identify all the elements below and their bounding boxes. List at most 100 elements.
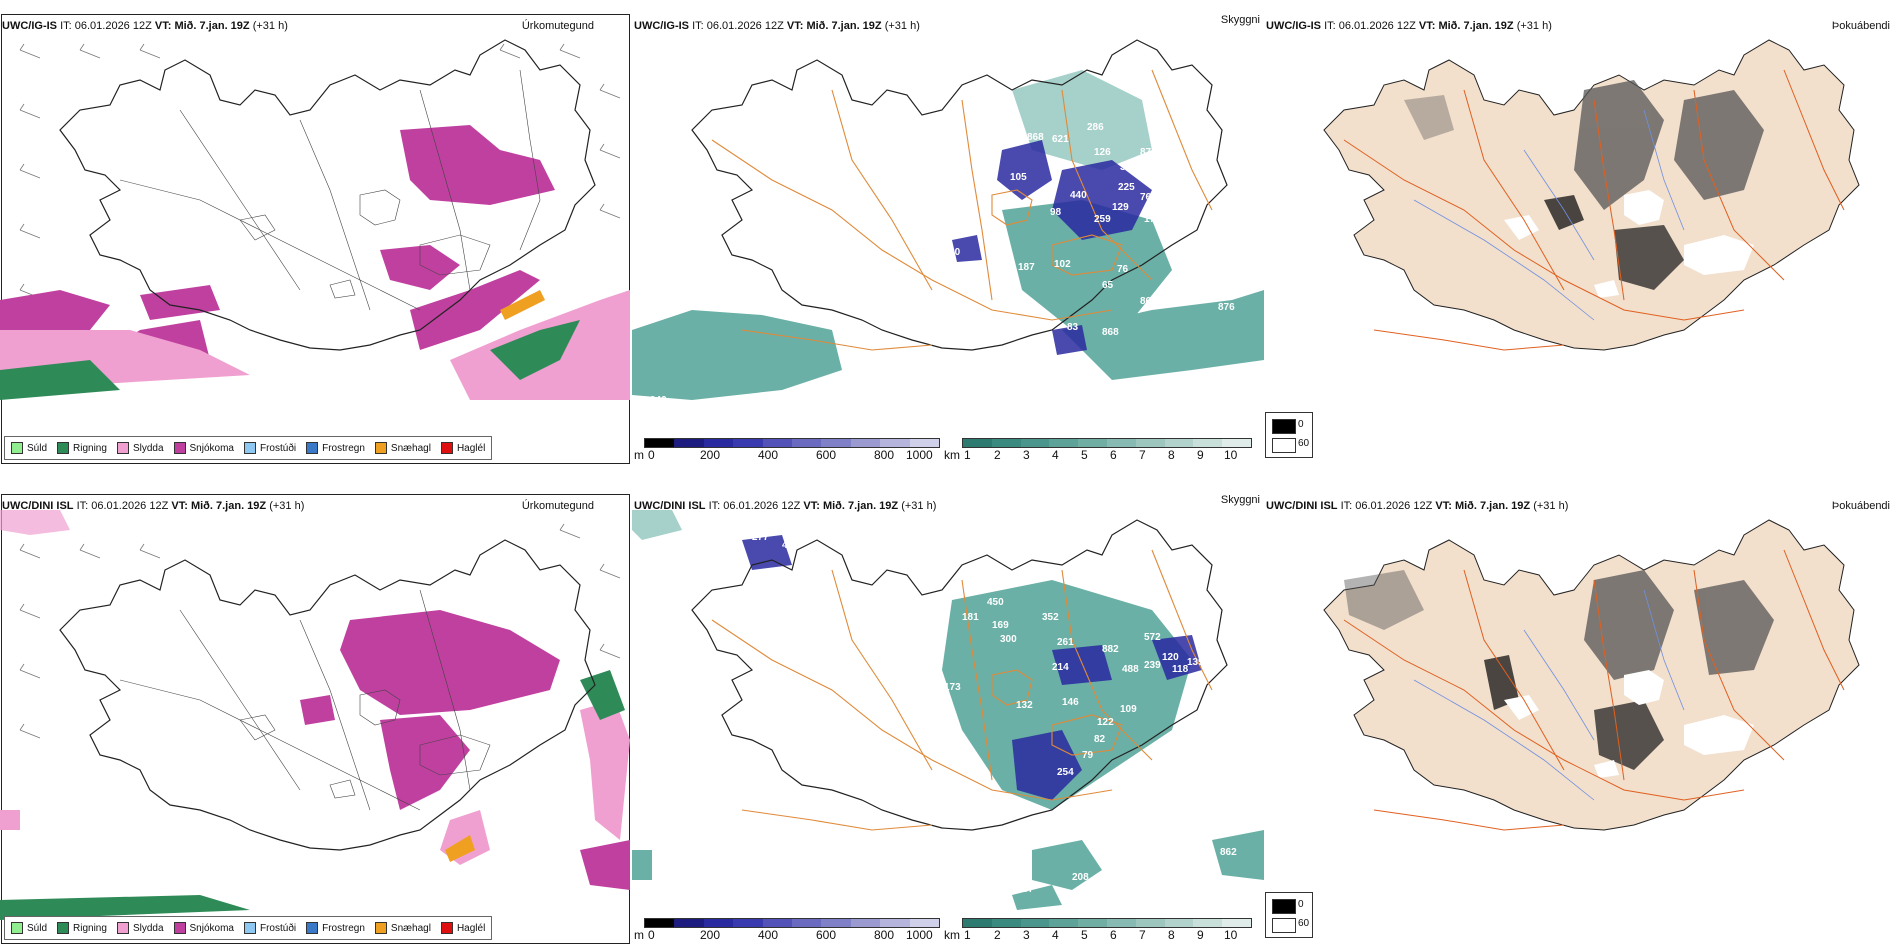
cloud-label: 214 bbox=[1052, 662, 1069, 673]
cloud-label: 352 bbox=[1042, 612, 1059, 623]
issue-time: 06.01.2026 12Z bbox=[706, 20, 784, 32]
cloud-label: 98 bbox=[1050, 207, 1062, 218]
cloud-label: 169 bbox=[992, 620, 1009, 631]
cloud-label: 488 bbox=[1122, 664, 1139, 675]
panel-type-label: Úrkomutegund bbox=[521, 20, 594, 32]
cloud-label: 862 bbox=[1220, 847, 1237, 858]
cloud-label: 120 bbox=[1162, 652, 1179, 663]
visibility-color bbox=[1106, 439, 1136, 447]
panel-title: UWC/IG-IS IT: 06.01.2026 12Z VT: Mið. 7.… bbox=[1266, 20, 1552, 32]
clouds-panel-bottom: UWC/DINI ISL IT: 06.01.2026 12Z VT: Mið.… bbox=[632, 480, 1264, 950]
panel-type-label: Þokuábendi bbox=[1831, 500, 1890, 512]
cloud-label: 129 bbox=[1112, 202, 1129, 213]
visibility-color bbox=[1049, 439, 1079, 447]
it-label: IT: bbox=[1340, 500, 1353, 512]
cloud-base-color bbox=[762, 919, 793, 927]
legend-label: Snæhagl bbox=[390, 442, 431, 454]
cloud-base-color bbox=[880, 919, 910, 927]
visibility-color bbox=[1193, 919, 1223, 927]
bottom-row: UWC/DINI ISL IT: 06.01.2026 12Z VT: Mið.… bbox=[0, 480, 1900, 950]
cloud-base-tick: 200 bbox=[700, 928, 721, 942]
cloud-label: 876 bbox=[1218, 302, 1235, 313]
legend-swatch bbox=[374, 922, 387, 934]
cloud-label: 132 bbox=[1016, 700, 1033, 711]
legend-label: Slydda bbox=[132, 442, 164, 454]
legend-label: Snæhagl bbox=[390, 922, 431, 934]
fog-map bbox=[1323, 519, 1860, 831]
legend-label: Frostúði bbox=[259, 922, 297, 934]
cloud-base-tick: 200 bbox=[700, 448, 721, 462]
cloud-base-legend: m 0 200 400 600 800 1000 bbox=[634, 918, 940, 942]
cloud-label: 109 bbox=[1120, 704, 1137, 715]
cloud-label: 126 bbox=[1094, 147, 1111, 158]
cloud-base-color bbox=[703, 919, 734, 927]
visibility-tick: 4 bbox=[1052, 448, 1059, 462]
cloud-label: 105 bbox=[1010, 172, 1027, 183]
model-name: UWC/DINI ISL bbox=[2, 500, 74, 512]
cloud-base-color bbox=[645, 439, 675, 447]
visibility-tick: 1 bbox=[964, 928, 971, 942]
fog-low-label: 60 bbox=[1298, 918, 1310, 929]
legend-item: Frostregn bbox=[306, 442, 365, 454]
lead-time: (+31 h) bbox=[269, 500, 305, 512]
cloud-label: 877 bbox=[1140, 147, 1157, 158]
fog-high-label: 0 bbox=[1298, 419, 1304, 430]
cloud-label: 286 bbox=[1087, 122, 1104, 133]
fog-low-swatch bbox=[1272, 438, 1296, 453]
vt-label: VT: bbox=[803, 500, 820, 512]
legend-swatch bbox=[440, 442, 453, 454]
cloud-label: 173 bbox=[944, 682, 961, 693]
cloud-base-tick: 0 bbox=[648, 448, 655, 462]
panel-title: UWC/DINI ISL IT: 06.01.2026 12Z VT: Mið.… bbox=[2, 500, 304, 512]
legend-item: Frostúði bbox=[243, 922, 297, 934]
fog-legend-bottom: 0 60 bbox=[1265, 892, 1313, 938]
fog-high-swatch bbox=[1272, 899, 1296, 914]
legend-item: Frostregn bbox=[306, 922, 365, 934]
panel-title: UWC/DINI ISL IT: 06.01.2026 12Z VT: Mið.… bbox=[634, 500, 936, 512]
cloud-base-legend: m 0 200 400 600 800 1000 bbox=[634, 438, 940, 462]
legend-swatch bbox=[11, 922, 23, 934]
visibility-color bbox=[991, 439, 1021, 447]
cloud-label: 79 bbox=[1082, 750, 1094, 761]
cloud-base-color bbox=[674, 439, 704, 447]
visibility-color bbox=[1078, 439, 1107, 447]
panel-type-label: Skyggni bbox=[1220, 494, 1260, 506]
visibility-color bbox=[1020, 919, 1050, 927]
cloud-label: 187 bbox=[1018, 262, 1035, 273]
fog-shading bbox=[1404, 80, 1764, 290]
legend-swatch bbox=[243, 442, 256, 454]
legend-item: Snjókoma bbox=[173, 442, 234, 454]
cloud-label: 172 bbox=[1144, 214, 1161, 225]
cloud-label: 420 bbox=[782, 540, 799, 551]
legend-swatch bbox=[173, 922, 186, 934]
cloud-base-tick: 400 bbox=[758, 928, 779, 942]
cloud-base-color bbox=[733, 919, 763, 927]
cloud-base-tick: 1000 bbox=[906, 448, 933, 462]
legend-item: Súld bbox=[11, 442, 47, 454]
visibility-legend: km 1 2 3 4 5 6 7 8 9 10 bbox=[944, 918, 1254, 942]
valid-time: Mið. 7.jan. 19Z bbox=[822, 500, 899, 512]
legend-item: Snæhagl bbox=[374, 922, 431, 934]
legend-swatch bbox=[57, 442, 70, 454]
lead-time: (+31 h) bbox=[252, 20, 288, 32]
cloud-label: 110 bbox=[944, 247, 961, 258]
cloud-label: 940 bbox=[650, 395, 667, 406]
visibility-color bbox=[1106, 919, 1136, 927]
legend-item: Snjókoma bbox=[173, 922, 234, 934]
visibility-tick: 10 bbox=[1224, 928, 1238, 942]
it-label: IT: bbox=[60, 20, 72, 32]
cloud-label: 34 bbox=[1170, 187, 1182, 198]
cloud-label: 65 bbox=[1102, 280, 1114, 291]
visibility-tick: 10 bbox=[1224, 448, 1238, 462]
cloud-base-bar bbox=[644, 918, 940, 928]
visibility-tick: 4 bbox=[1052, 928, 1059, 942]
visibility-tick: 8 bbox=[1168, 928, 1175, 942]
cloud-label: 748 bbox=[1232, 667, 1249, 678]
legend-label: Snjókoma bbox=[189, 922, 234, 934]
cloud-label: 450 bbox=[987, 597, 1004, 608]
legend-item: Rigning bbox=[57, 922, 107, 934]
cloud-label: 146 bbox=[1062, 697, 1079, 708]
legend-swatch bbox=[11, 442, 23, 454]
cloud-base-color bbox=[792, 439, 822, 447]
legend-swatch bbox=[173, 442, 186, 454]
